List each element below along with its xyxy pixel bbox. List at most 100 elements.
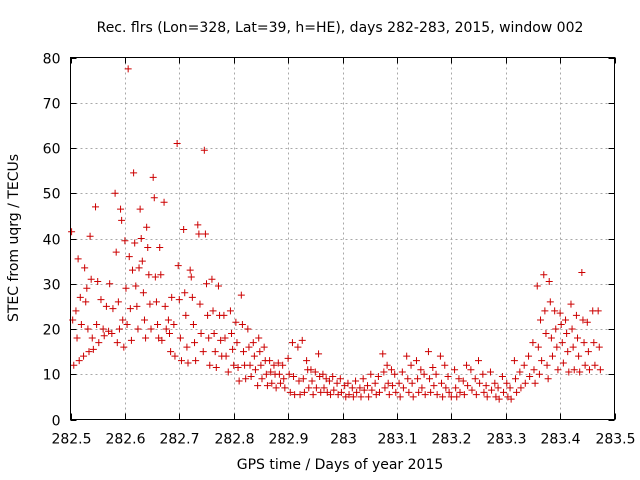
data-point: [132, 282, 140, 290]
data-point: [420, 370, 428, 378]
data-point: [166, 330, 174, 338]
data-point: [439, 393, 447, 401]
axis-ticks: [70, 57, 616, 421]
data-point: [553, 343, 561, 351]
data-point: [418, 384, 426, 392]
data-point: [479, 370, 487, 378]
data-point: [251, 366, 259, 374]
data-point: [472, 391, 480, 399]
data-point: [451, 366, 459, 374]
data-point: [220, 311, 228, 319]
data-point: [175, 296, 183, 304]
data-point: [111, 189, 119, 197]
data-point: [145, 271, 153, 279]
data-point: [548, 352, 556, 360]
data-point: [312, 384, 320, 392]
x-tick-label: 282.7: [159, 432, 199, 448]
data-point: [250, 352, 258, 360]
data-point: [520, 361, 528, 369]
data-point: [100, 332, 108, 340]
data-point: [196, 300, 204, 308]
data-point: [387, 366, 395, 374]
data-point: [120, 343, 128, 351]
data-point: [75, 357, 83, 365]
data-point: [488, 386, 496, 394]
plot-frame: [70, 57, 615, 420]
data-point: [525, 352, 533, 360]
data-point: [375, 388, 383, 396]
data-point: [126, 305, 134, 313]
data-point: [180, 225, 188, 233]
data-point: [294, 343, 302, 351]
data-point: [516, 368, 524, 376]
data-point: [171, 352, 179, 360]
data-point: [535, 370, 543, 378]
data-point: [246, 361, 254, 369]
data-point: [562, 316, 570, 324]
data-point: [438, 379, 446, 387]
data-point: [222, 352, 230, 360]
data-point: [76, 293, 84, 301]
data-point: [349, 393, 357, 401]
data-point: [183, 343, 191, 351]
data-point: [554, 366, 562, 374]
data-point: [244, 325, 252, 333]
data-point: [364, 382, 372, 390]
data-point: [106, 280, 114, 288]
data-point: [137, 235, 145, 242]
data-point: [368, 386, 376, 394]
data-point: [424, 348, 432, 356]
data-point: [118, 216, 126, 224]
data-point: [385, 391, 393, 399]
data-point: [506, 384, 514, 392]
data-point: [164, 316, 172, 324]
data-point: [395, 379, 403, 387]
data-point: [195, 230, 203, 238]
data-point: [108, 330, 116, 338]
data-point: [398, 368, 406, 376]
data-point: [266, 357, 274, 365]
data-point: [286, 388, 294, 396]
data-point: [224, 368, 232, 376]
data-point: [139, 289, 147, 297]
x-tick-labels: 282.5 282.6 282.7 282.8 282.9 283 283.1 283.2 28…: [51, 432, 635, 448]
data-point: [546, 298, 554, 306]
data-point: [156, 244, 164, 252]
y-tick-label: 0: [52, 414, 61, 430]
data-point: [140, 316, 148, 324]
y-tick-label: 50: [43, 187, 61, 203]
y-tick-label: 40: [43, 233, 61, 249]
data-point: [333, 379, 341, 387]
data-point: [280, 375, 288, 383]
data-point: [433, 391, 441, 399]
data-point: [228, 330, 236, 338]
data-point: [330, 386, 338, 394]
data-point: [565, 368, 573, 376]
data-point: [88, 334, 96, 342]
data-point: [125, 253, 133, 261]
data-point: [263, 382, 271, 390]
data-point: [208, 275, 216, 283]
data-point: [545, 277, 553, 285]
data-point: [352, 377, 360, 385]
grid-lines: [70, 57, 615, 420]
data-point: [407, 361, 415, 369]
data-point: [567, 300, 575, 308]
data-point: [483, 393, 491, 401]
data-point: [309, 391, 317, 399]
data-point: [182, 311, 190, 319]
data-point: [595, 343, 603, 351]
data-point: [575, 352, 583, 360]
data-point: [551, 307, 559, 315]
data-point: [268, 379, 276, 387]
data-point: [143, 223, 151, 231]
data-point: [87, 275, 95, 283]
data-point: [391, 370, 399, 378]
data-point: [308, 377, 316, 385]
data-point: [329, 373, 337, 381]
data-point: [558, 339, 566, 347]
data-point: [547, 334, 555, 342]
data-point: [345, 391, 353, 399]
data-point: [417, 366, 425, 374]
